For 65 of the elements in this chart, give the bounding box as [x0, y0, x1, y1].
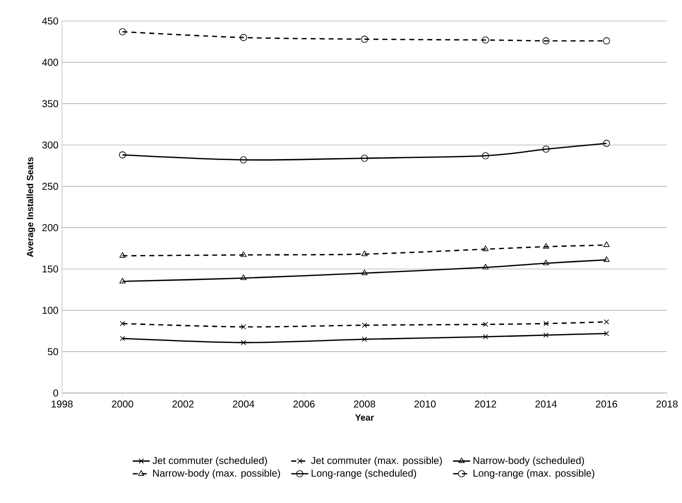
y-tick-label: 300 — [42, 141, 58, 149]
point — [482, 246, 489, 252]
point — [240, 324, 246, 330]
x-tick-label: 2002 — [172, 400, 194, 408]
legend-label: Jet commuter (scheduled) — [152, 456, 267, 466]
point — [240, 274, 247, 280]
x-tick-label: 2006 — [293, 400, 315, 408]
point — [240, 340, 246, 346]
y-axis-title: Average Installed Seats — [26, 157, 36, 257]
point — [543, 332, 549, 338]
y-tick-label: 250 — [42, 182, 58, 190]
legend-label: Narrow-body (max. possible) — [153, 469, 280, 479]
point — [119, 278, 126, 284]
point — [482, 264, 489, 270]
legend-label: Narrow-body (scheduled) — [474, 456, 584, 466]
x-tick-label: 2012 — [474, 400, 496, 408]
point — [482, 322, 488, 327]
y-tick-label: 50 — [48, 348, 58, 356]
point — [603, 256, 610, 262]
point — [482, 152, 490, 160]
y-tick-label: 200 — [42, 224, 58, 232]
point — [542, 146, 550, 153]
point — [482, 334, 488, 340]
point — [360, 154, 368, 162]
point — [602, 140, 610, 147]
x-tick-label: 2014 — [535, 400, 557, 408]
x-tick-label: 2018 — [656, 400, 678, 408]
point — [604, 319, 610, 325]
point — [120, 336, 126, 342]
point — [240, 251, 247, 257]
x-tick-label: 2010 — [414, 400, 436, 408]
point — [362, 322, 368, 328]
legend-label: Long-range (scheduled) — [312, 469, 416, 479]
point — [240, 156, 248, 164]
point — [119, 252, 126, 258]
legend-label: Long-range (max. possible) — [474, 469, 594, 479]
y-tick-label: 350 — [42, 100, 58, 108]
point — [603, 241, 610, 247]
point — [118, 28, 126, 36]
point — [482, 36, 490, 44]
point — [361, 270, 368, 276]
legend-label: Jet commuter (max. possible) — [311, 456, 442, 466]
point — [602, 37, 610, 44]
y-tick-label: 150 — [42, 265, 58, 273]
x-tick-label: 2000 — [112, 400, 134, 408]
point — [604, 330, 610, 336]
point — [542, 37, 550, 44]
x-tick-label: 2008 — [354, 400, 376, 408]
point — [542, 243, 550, 249]
point — [361, 250, 368, 256]
x-axis-title: Year — [355, 414, 374, 421]
point — [362, 336, 368, 342]
y-tick-label: 450 — [42, 17, 58, 25]
point — [240, 34, 248, 42]
x-tick-label: 2004 — [232, 400, 254, 408]
y-tick-label: 0 — [53, 389, 58, 397]
y-tick-label: 100 — [42, 306, 58, 314]
x-tick-label: 2016 — [596, 400, 618, 408]
point — [543, 320, 549, 326]
point — [360, 36, 368, 43]
y-tick-label: 400 — [42, 58, 58, 66]
point — [120, 320, 126, 326]
point — [118, 151, 126, 158]
point — [542, 260, 550, 266]
x-tick-label: 1998 — [52, 400, 73, 408]
